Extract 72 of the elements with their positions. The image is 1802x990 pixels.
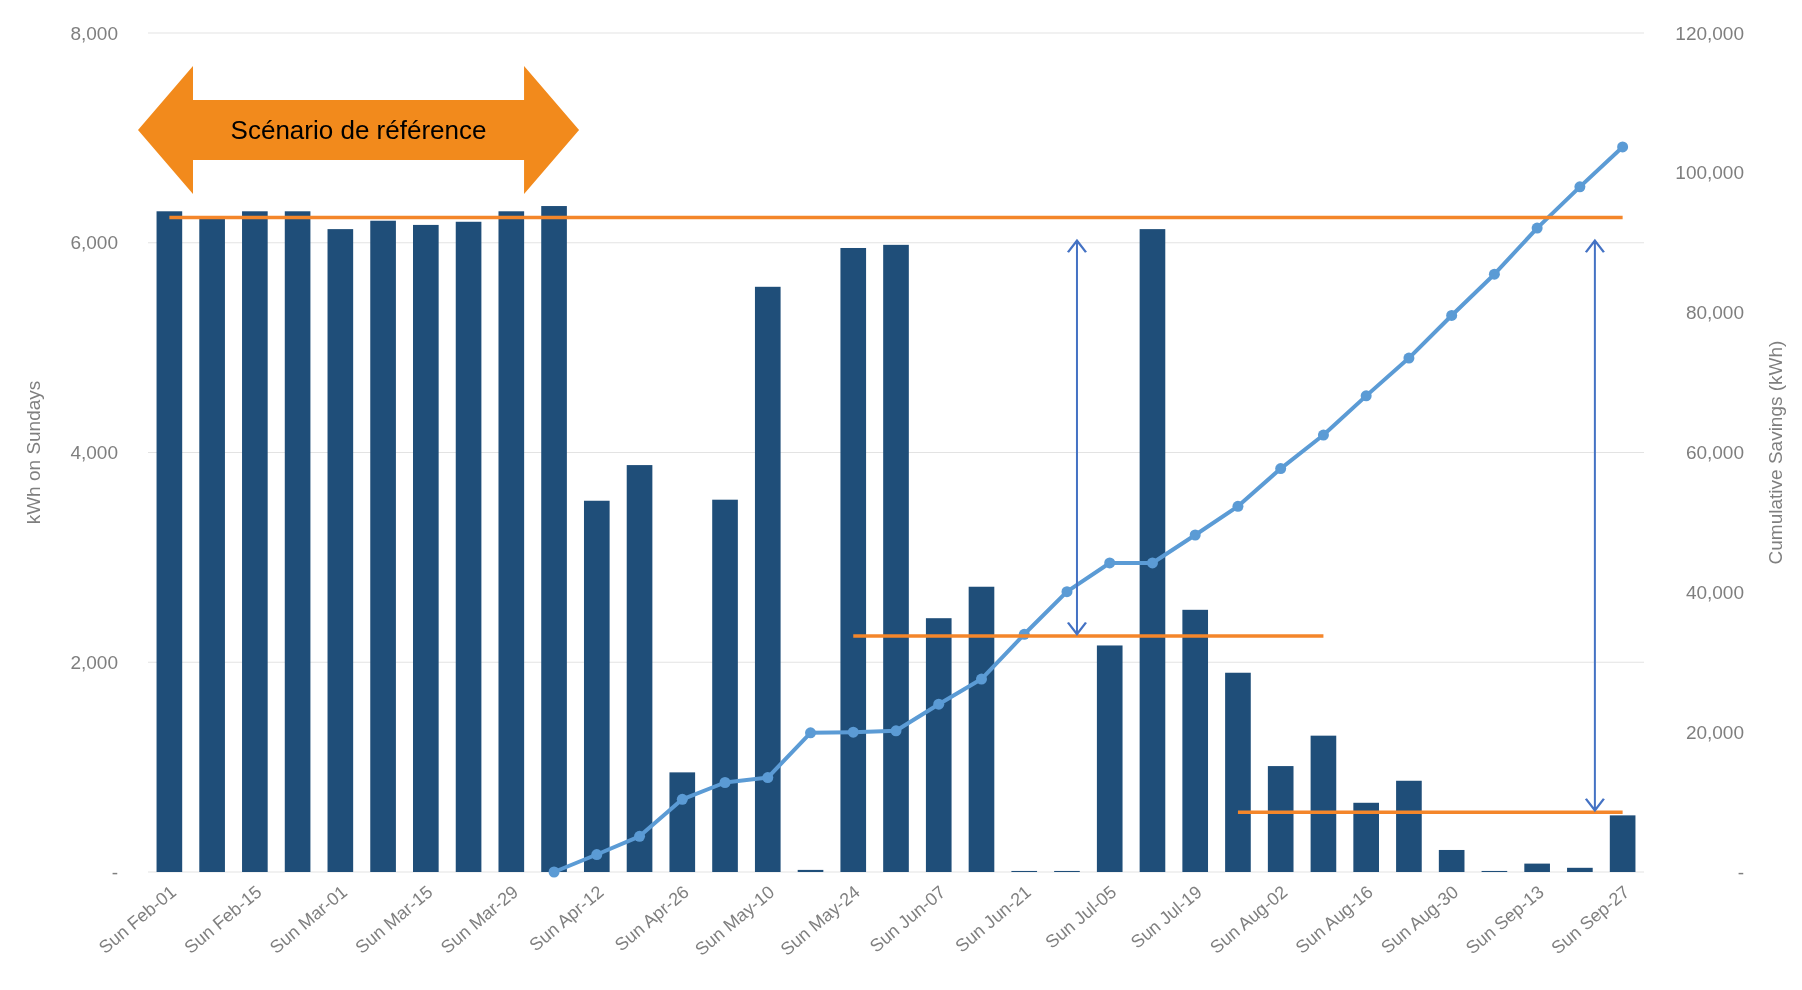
bar xyxy=(754,286,781,872)
bar xyxy=(455,221,482,872)
bar xyxy=(968,586,995,872)
point xyxy=(933,698,945,710)
bar xyxy=(242,211,268,872)
point xyxy=(719,777,731,789)
bar xyxy=(669,772,696,872)
point xyxy=(591,849,603,861)
bar xyxy=(583,500,610,872)
bar xyxy=(156,211,183,872)
y2-tick-label: 20,000 xyxy=(1685,721,1744,743)
point xyxy=(847,726,859,738)
bar xyxy=(498,211,525,872)
y-tick-label: 8,000 xyxy=(70,22,118,44)
bar xyxy=(1609,815,1636,872)
y-tick-label: - xyxy=(111,861,118,883)
point xyxy=(1488,268,1500,280)
y2-tick-label: 60,000 xyxy=(1685,442,1744,464)
bar xyxy=(797,869,824,872)
y-tick-label: 6,000 xyxy=(70,232,118,254)
bar xyxy=(1096,645,1123,872)
bar xyxy=(840,247,867,872)
point xyxy=(634,830,646,842)
y2-tick-label: 80,000 xyxy=(1685,302,1744,324)
point xyxy=(1617,141,1629,153)
bar xyxy=(541,206,567,872)
y-tick-label: 4,000 xyxy=(70,442,118,464)
bar xyxy=(284,211,311,872)
point xyxy=(1403,352,1415,364)
bar xyxy=(1139,229,1166,872)
point xyxy=(676,793,688,805)
y-tick-label: 2,000 xyxy=(70,651,118,673)
y2-tick-label: 40,000 xyxy=(1685,581,1744,603)
bar xyxy=(1267,766,1294,872)
point xyxy=(805,727,817,739)
bar xyxy=(1182,609,1209,872)
point xyxy=(1232,500,1244,512)
y2-tick-label: 100,000 xyxy=(1675,162,1744,184)
point xyxy=(1360,390,1372,402)
bar xyxy=(327,229,354,872)
bar xyxy=(1524,863,1550,872)
point xyxy=(548,866,560,878)
bar xyxy=(1567,867,1593,872)
point xyxy=(762,772,774,784)
point xyxy=(1146,557,1158,569)
bar xyxy=(1353,802,1379,872)
bar xyxy=(1225,672,1251,872)
bar xyxy=(925,618,952,872)
y2-axis-title: Cumulative Savings (kWh) xyxy=(1765,340,1786,565)
point xyxy=(1104,557,1116,569)
point xyxy=(1275,463,1287,475)
bar xyxy=(883,244,909,872)
point xyxy=(1189,529,1201,541)
point xyxy=(1574,181,1586,193)
bar xyxy=(1396,780,1422,872)
bar xyxy=(413,224,439,872)
point xyxy=(1061,586,1073,598)
y2-tick-label: 120,000 xyxy=(1675,22,1744,44)
bar xyxy=(370,220,396,872)
y2-tick-label: - xyxy=(1737,861,1744,883)
bar xyxy=(712,499,738,872)
bar xyxy=(199,216,225,872)
y-axis-title: kWh on Sundays xyxy=(23,380,44,525)
point xyxy=(1317,429,1329,441)
point xyxy=(1446,309,1458,321)
bar xyxy=(1438,849,1465,872)
point xyxy=(975,673,987,685)
point xyxy=(1531,222,1543,234)
point xyxy=(890,725,902,737)
annotation: Scénario de référence xyxy=(230,115,487,146)
bar xyxy=(626,465,653,872)
bar xyxy=(1310,735,1337,872)
